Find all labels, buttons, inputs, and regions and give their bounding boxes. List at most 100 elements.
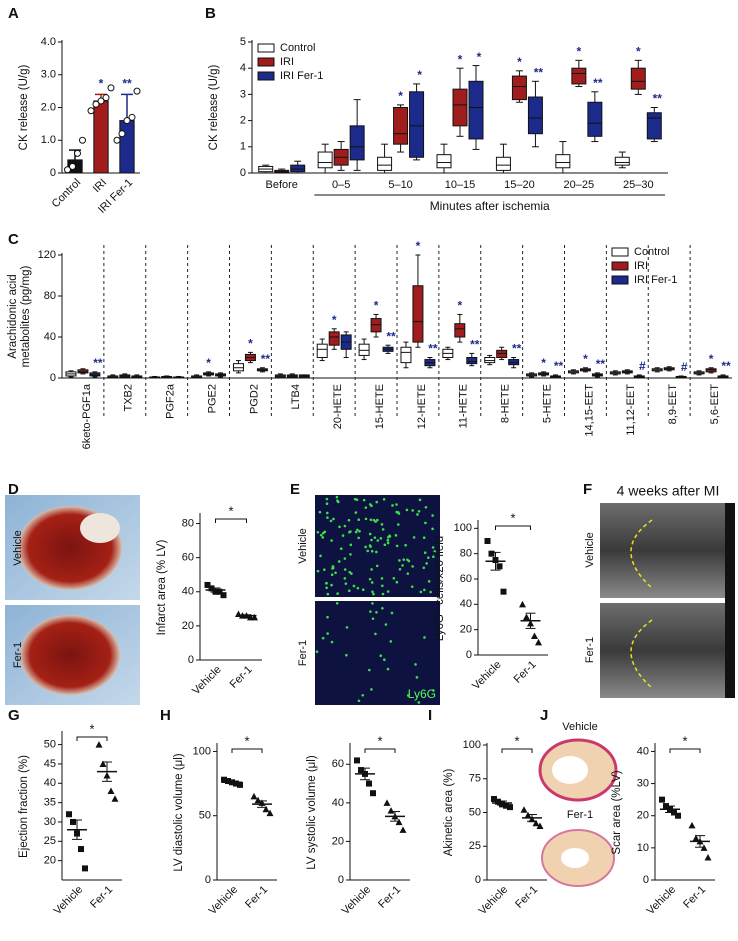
significance-bracket: [364, 748, 396, 753]
y-tick-label: 0: [475, 874, 481, 886]
data-point: [383, 799, 391, 806]
cell: [432, 555, 435, 559]
cell: [361, 588, 365, 592]
legend-label: IRI: [280, 56, 294, 68]
cell: [406, 558, 409, 562]
x-tick-label: PGE2: [206, 384, 218, 413]
cell: [368, 544, 372, 547]
significance: *: [332, 313, 337, 327]
cell: [357, 699, 361, 703]
cell: [349, 543, 353, 547]
cell: [329, 519, 333, 523]
box: [317, 151, 333, 169]
cell: [386, 538, 390, 542]
cell: [325, 502, 329, 506]
data-point: [484, 538, 491, 544]
cell: [318, 510, 322, 514]
y-tick-label: 30: [44, 816, 56, 828]
y-tick-label: 20: [637, 810, 649, 822]
y-tick-label: 40: [44, 777, 56, 789]
y-tick-label: 20: [460, 624, 472, 636]
significance-bracket: [501, 748, 533, 753]
significance: **: [554, 359, 564, 373]
y-tick-label: 80: [44, 290, 56, 302]
significance: **: [261, 352, 271, 366]
y-tick-label: 80: [460, 548, 472, 560]
panel-letter: I: [428, 707, 432, 724]
cell: [325, 586, 328, 590]
y-axis-label: LV diastolic volume (μl): [173, 753, 185, 871]
cell: [417, 509, 421, 513]
tissue-images-d: Vehicle Fer-1: [5, 495, 140, 705]
box: [400, 346, 412, 364]
cell: [368, 577, 372, 581]
cell: [418, 498, 422, 502]
box: [290, 164, 306, 173]
cell: [345, 626, 349, 629]
y-tick-label: 20: [332, 835, 344, 847]
cell: [383, 658, 386, 662]
data-point: [507, 804, 513, 811]
x-tick-label: 0–5: [332, 179, 350, 191]
cell: [331, 565, 335, 568]
x-tick-label: 11,12-EET: [625, 384, 637, 436]
x-tick-label: Fer-1: [243, 884, 270, 911]
data-point: [370, 790, 376, 797]
x-tick-label: Fer-1: [681, 884, 708, 911]
y-tick-label: 60: [460, 573, 472, 585]
cell: [370, 688, 373, 691]
cell: [397, 512, 401, 515]
significance: *: [709, 352, 714, 366]
echo-images-f: F 4 weeks after MI Vehicle Fer-1: [583, 481, 735, 698]
x-tick-label: LTB4: [290, 384, 302, 409]
x-tick-label: Before: [266, 179, 298, 191]
image-label: Vehicle: [584, 532, 596, 567]
cell: [381, 584, 384, 588]
cell: [356, 586, 360, 590]
x-tick-label: 5,6-EET: [709, 384, 721, 425]
cell: [321, 531, 325, 535]
cell: [398, 559, 401, 562]
y-tick-label: 100: [463, 739, 481, 751]
significance-bracket: [215, 518, 247, 523]
y-tick-label: 0: [50, 167, 56, 179]
cell: [386, 541, 390, 545]
y-tick-label: 40: [460, 598, 472, 610]
cell: [348, 570, 352, 574]
y-tick-label: 0: [338, 874, 344, 886]
significance-bracket: [231, 748, 263, 753]
cell: [404, 543, 407, 547]
cell: [433, 550, 437, 553]
y-tick-label: 80: [182, 517, 194, 529]
data-point: [64, 166, 71, 174]
cell: [401, 564, 404, 567]
panel-title: 4 weeks after MI: [617, 483, 720, 499]
y-tick-label: 120: [38, 249, 56, 261]
cell: [369, 518, 373, 522]
x-tick-label: Vehicle: [52, 884, 86, 918]
cell: [355, 498, 359, 501]
cell: [343, 568, 347, 571]
y-axis-label: metabolites (pg/mg): [20, 266, 32, 368]
significance: *: [636, 45, 641, 59]
box: [511, 75, 527, 101]
significance: **: [596, 357, 606, 371]
x-tick-label: 25–30: [623, 179, 654, 191]
significance: *: [417, 68, 422, 82]
cell: [392, 576, 396, 580]
significance: *: [374, 299, 379, 313]
image-label: Fer-1: [567, 809, 593, 821]
y-tick-label: 50: [44, 739, 56, 751]
data-point: [520, 806, 528, 813]
cell: [356, 528, 359, 532]
box: [527, 96, 543, 135]
y-axis-label: Scar area (%LV): [611, 770, 623, 854]
cell: [330, 573, 334, 577]
panel-letter: J: [540, 707, 548, 724]
x-tick-label: Fer-1: [88, 884, 115, 911]
cell: [349, 530, 352, 533]
cell: [423, 636, 426, 639]
significance: **: [93, 356, 103, 370]
significance: *: [577, 45, 582, 59]
y-tick-label: 40: [637, 745, 649, 757]
